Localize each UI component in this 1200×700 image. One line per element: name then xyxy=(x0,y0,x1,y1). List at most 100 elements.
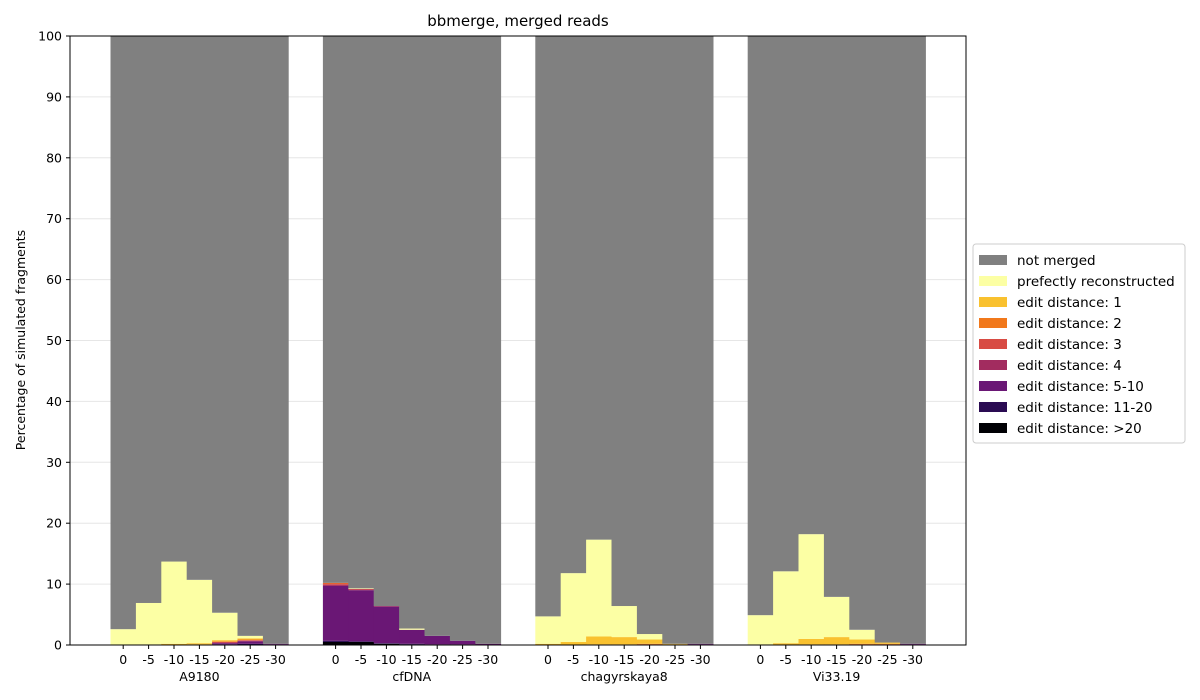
bar-segment-not-merged xyxy=(611,36,638,607)
bar-segment-edit-distance-11-20 xyxy=(373,643,400,644)
x-tick-label: -30 xyxy=(478,652,498,667)
bar-segment-not-merged xyxy=(373,36,400,607)
bar-segment-prefectly-reconstructed xyxy=(110,629,137,645)
bar-segment-edit-distance-4 xyxy=(322,584,349,586)
bars xyxy=(110,36,926,645)
bar-segment-not-merged xyxy=(212,36,238,613)
bar-segment-not-merged xyxy=(475,36,502,644)
x-tick-label: 0 xyxy=(544,652,552,667)
legend-swatch-prefectly-reconstructed xyxy=(979,276,1007,286)
bar-segment-edit-distance-2 xyxy=(322,582,349,584)
legend-label-edit-distance-4: edit distance: 4 xyxy=(1017,358,1122,374)
legend-label-not-merged: not merged xyxy=(1017,253,1096,269)
bar-segment-edit-distance-1 xyxy=(798,638,825,645)
bar-segment-prefectly-reconstructed xyxy=(212,612,238,641)
bar-segment-not-merged xyxy=(186,36,213,580)
bar-segment-not-merged xyxy=(900,36,926,644)
bar-segment-prefectly-reconstructed xyxy=(186,579,213,644)
x-tick-label: 0 xyxy=(332,652,340,667)
bar-segment-not-merged xyxy=(135,36,162,603)
bar-segment-not-merged xyxy=(560,36,587,574)
group-label: A9180 xyxy=(179,669,219,684)
bar-segment-edit-distance-5-10 xyxy=(348,590,375,642)
x-tick-label: 0 xyxy=(756,652,764,667)
bar-segment-prefectly-reconstructed xyxy=(747,615,774,645)
y-tick-label: 10 xyxy=(46,577,62,592)
bar-segment-edit-distance-1 xyxy=(161,643,188,645)
x-tick-label: -30 xyxy=(903,652,923,667)
y-tick-label: 50 xyxy=(46,333,62,348)
bar-segment-edit-distance-20 xyxy=(373,643,400,645)
bar-segment-edit-distance-5-10 xyxy=(399,629,425,644)
legend-label-edit-distance-1: edit distance: 1 xyxy=(1017,295,1122,311)
x-tick-label: -15 xyxy=(826,652,846,667)
bar-segment-edit-distance-1 xyxy=(586,636,612,645)
x-tick-label: -5 xyxy=(355,652,367,667)
bar-segment-edit-distance-11-20 xyxy=(348,641,375,642)
bar-segment-not-merged xyxy=(636,36,663,635)
bar-segment-not-merged xyxy=(110,36,137,630)
bar-segment-not-merged xyxy=(161,36,188,562)
legend-label-prefectly-reconstructed: prefectly reconstructed xyxy=(1017,274,1175,290)
legend-swatch-edit-distance-3 xyxy=(979,339,1007,349)
legend-label-edit-distance-20: edit distance: >20 xyxy=(1017,421,1142,437)
bar-segment-edit-distance-3 xyxy=(322,583,349,585)
y-tick-label: 90 xyxy=(46,89,62,104)
bar-segment-prefectly-reconstructed xyxy=(237,635,264,639)
x-tick-label: -15 xyxy=(189,652,209,667)
bar-segment-not-merged xyxy=(348,36,375,589)
bar-segment-edit-distance-3 xyxy=(348,588,375,590)
legend-swatch-not-merged xyxy=(979,255,1007,265)
bar-segment-edit-distance-11-20 xyxy=(399,643,425,645)
bar-segment-prefectly-reconstructed xyxy=(823,596,850,638)
bar-segment-edit-distance-2 xyxy=(237,639,264,641)
bar-segment-not-merged xyxy=(535,36,562,617)
x-tick-label: -5 xyxy=(142,652,154,667)
y-tick-label: 70 xyxy=(46,211,62,226)
bar-segment-edit-distance-5-10 xyxy=(475,643,502,645)
bar-segment-not-merged xyxy=(237,36,264,636)
y-tick-label: 30 xyxy=(46,455,62,470)
bar-segment-not-merged xyxy=(798,36,825,535)
bar-segment-edit-distance-5-10 xyxy=(449,640,476,645)
x-tick-label: -20 xyxy=(215,652,235,667)
bar-segment-edit-distance-4 xyxy=(212,642,238,644)
legend-box xyxy=(972,243,1186,444)
legend-swatch-edit-distance-11-20 xyxy=(979,402,1007,412)
bar-segment-edit-distance-5-10 xyxy=(262,643,289,645)
bar-segment-edit-distance-4 xyxy=(373,606,400,607)
bar-group-a9180 xyxy=(110,36,289,645)
x-tick-label: -20 xyxy=(427,652,447,667)
bar-segment-edit-distance-5-10 xyxy=(424,635,451,645)
y-tick-label: 100 xyxy=(38,29,62,44)
bar-segment-edit-distance-2 xyxy=(849,643,876,645)
x-tick-label: -20 xyxy=(639,652,659,667)
group-label: cfDNA xyxy=(392,669,431,684)
x-tick-label: -10 xyxy=(589,652,609,667)
bar-segment-not-merged xyxy=(449,36,476,641)
bar-segment-edit-distance-1 xyxy=(636,639,663,644)
x-tick-label: -25 xyxy=(240,652,260,667)
bar-segment-not-merged xyxy=(849,36,876,630)
x-axis: 0 -5 -10 -15 -20 -25 -30 A9180 0 -5 -10 -15 -20 -25 -3… xyxy=(119,645,923,684)
bar-group-cfdna xyxy=(322,36,502,645)
bar-segment-not-merged xyxy=(586,36,612,540)
bar-segment-not-merged xyxy=(662,36,689,644)
legend-label-edit-distance-11-20: edit distance: 11-20 xyxy=(1017,400,1152,416)
legend-label-edit-distance-5-10: edit distance: 5-10 xyxy=(1017,379,1144,395)
bar-segment-edit-distance-1 xyxy=(823,637,850,645)
y-tick-label: 0 xyxy=(54,638,62,653)
bar-segment-edit-distance-4 xyxy=(348,589,375,591)
bar-segment-edit-distance-5-10 xyxy=(900,643,926,645)
bar-segment-not-merged xyxy=(424,36,451,636)
x-tick-label: -5 xyxy=(780,652,792,667)
y-axis: 0 10 20 30 40 50 60 70 80 90 100 xyxy=(38,29,70,653)
group-label: Vi33.19 xyxy=(813,669,861,684)
bar-segment-not-merged xyxy=(262,36,289,644)
x-tick-label: -10 xyxy=(376,652,396,667)
bar-segment-edit-distance-5-10 xyxy=(322,585,349,641)
x-tick-label: -25 xyxy=(665,652,685,667)
bar-segment-edit-distance-5-10 xyxy=(687,643,714,645)
bar-segment-edit-distance-1 xyxy=(662,643,689,645)
